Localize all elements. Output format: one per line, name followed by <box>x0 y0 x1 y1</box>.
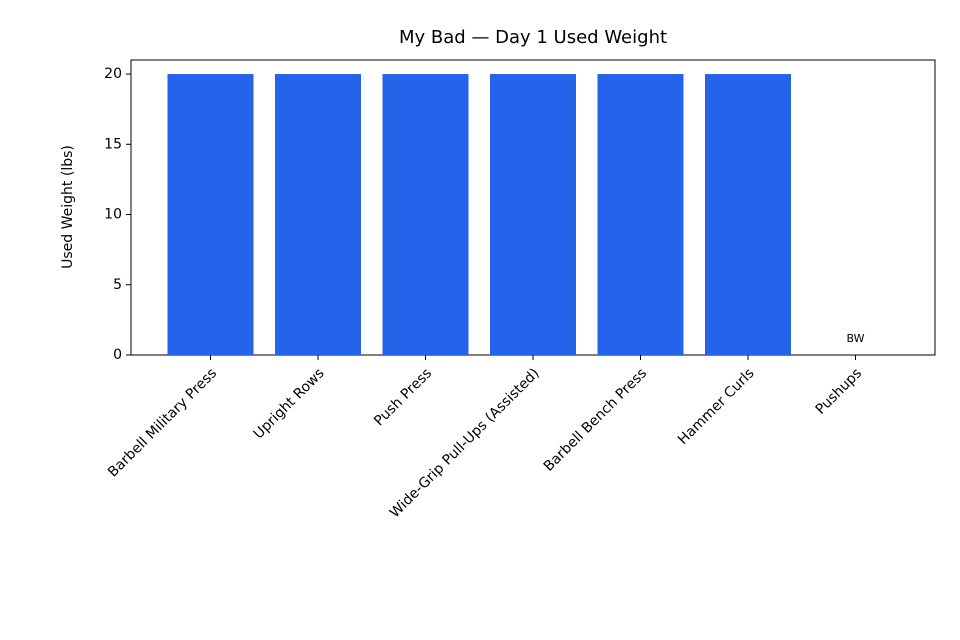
x-tick-label: Hammer Curls <box>675 365 758 448</box>
bar <box>382 74 469 356</box>
y-tick-label: 5 <box>113 277 122 293</box>
x-tick-label: Barbell Bench Press <box>541 365 650 474</box>
x-tick-label: Barbell Military Press <box>105 365 220 480</box>
y-tick-label: 15 <box>104 136 122 152</box>
value-label: BW <box>846 332 864 345</box>
bar <box>490 74 576 356</box>
bar <box>167 74 254 356</box>
chart-title: My Bad — Day 1 Used Weight <box>399 27 667 48</box>
x-tick-label: Upright Rows <box>251 365 328 442</box>
y-axis-label: Used Weight (lbs) <box>60 145 76 269</box>
bar <box>275 74 361 356</box>
x-tick-label: Push Press <box>371 365 435 429</box>
bar <box>705 74 791 356</box>
y-tick-label: 0 <box>113 347 122 363</box>
y-tick-label: 10 <box>104 207 122 223</box>
y-tick-label: 20 <box>104 66 122 82</box>
bar <box>597 74 684 356</box>
x-tick-label: Pushups <box>813 365 866 418</box>
